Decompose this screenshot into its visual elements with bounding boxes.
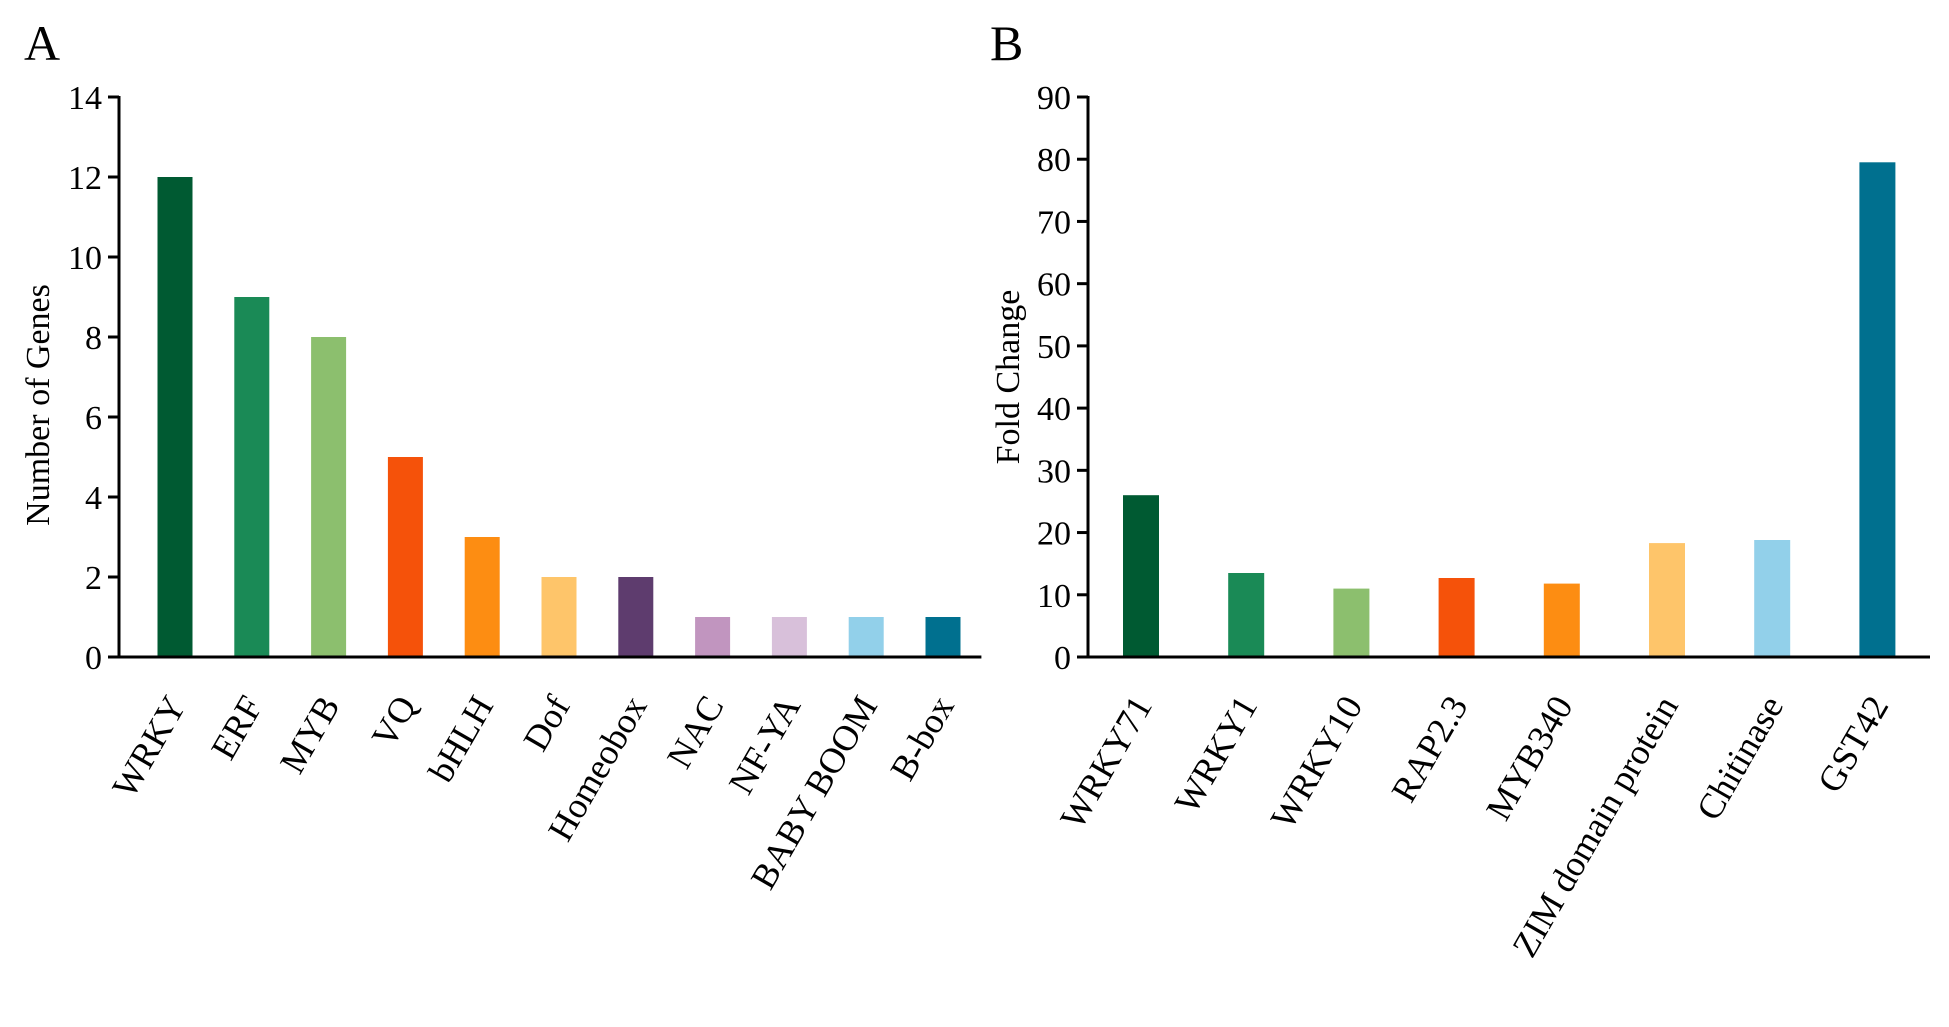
panel-a-category-label-1: ERF <box>203 689 271 766</box>
panel-b-category-label-1: WRKY1 <box>1166 689 1265 820</box>
panel-a-letter: A <box>24 15 60 71</box>
panel-a-bar-7 <box>695 617 731 657</box>
panel-a-y-tick-label-0: 0 <box>85 640 102 677</box>
panel-b-category-label-3: RAP2.3 <box>1383 689 1475 809</box>
panel-a-y-tick-label-4: 8 <box>85 320 102 357</box>
panel-b-letter: B <box>990 15 1023 71</box>
panel-b-y-tick-label-1: 10 <box>1037 578 1071 615</box>
panel-a-category-label-10: B-box <box>882 689 962 787</box>
panel-a-bar-8 <box>771 617 807 657</box>
panel-a-bar-1 <box>234 297 270 657</box>
panel-b-y-tick-label-6: 60 <box>1037 267 1071 304</box>
panel-b-category-label-6: Chitinase <box>1688 689 1791 827</box>
panel-a-bar-5 <box>541 577 577 657</box>
panel-a-category-label-0: WRKY <box>104 689 194 804</box>
panel-a-category-label-2: MYB <box>272 689 348 780</box>
panel-b-bar-1 <box>1228 573 1265 657</box>
panel-a-bar-10 <box>925 617 961 657</box>
panel-b-y-tick-label-9: 90 <box>1037 80 1071 117</box>
panel-b-bar-3 <box>1438 578 1475 657</box>
panel-b-bar-0 <box>1123 495 1159 657</box>
panel-b-y-tick-label-5: 50 <box>1037 329 1071 366</box>
panel-a-bar-0 <box>157 177 193 657</box>
panel-a-category-label-4: bHLH <box>420 689 501 789</box>
panel-b-y-tick-label-3: 30 <box>1037 453 1071 490</box>
panel-b-y-tick-label-2: 20 <box>1037 516 1071 553</box>
panel-a-bar-9 <box>848 617 884 657</box>
panel-a-bar-3 <box>387 457 423 657</box>
panel-a-y-tick-label-3: 6 <box>85 400 102 437</box>
panel-b-y-tick-label-0: 0 <box>1054 640 1071 677</box>
panel-b-y-tick-label-4: 40 <box>1037 391 1071 428</box>
panel-a-y-tick-label-7: 14 <box>68 80 102 117</box>
panel-b-bar-7 <box>1859 162 1896 658</box>
panel-a-category-label-7: NAC <box>659 689 732 775</box>
panel-a-bar-4 <box>464 537 500 657</box>
panel-a: A Number of Genes 0 2 4 6 8 10 12 14 WRKY ERF MYB V… <box>20 15 982 896</box>
panel-a-bar-2 <box>311 337 347 657</box>
panel-b-bar-5 <box>1649 543 1685 657</box>
panel-b-bar-4 <box>1543 583 1580 657</box>
panel-a-bar-6 <box>618 577 654 657</box>
panel-a-category-label-3: VQ <box>364 689 425 754</box>
panel-a-y-tick-label-5: 10 <box>68 240 102 277</box>
panel-b-y-tick-label-7: 70 <box>1037 204 1071 241</box>
panel-b-category-label-0: WRKY71 <box>1052 689 1160 835</box>
panel-b-bar-6 <box>1754 540 1791 657</box>
panel-a-y-axis-title: Number of Genes <box>20 284 57 526</box>
panel-b-category-label-4: MYB340 <box>1478 689 1581 827</box>
panel-b-category-label-7: GST42 <box>1810 689 1897 799</box>
panel-b-y-axis-title: Fold Change <box>990 290 1027 465</box>
panel-a-y-tick-label-6: 12 <box>68 160 102 197</box>
panel-a-y-tick-label-1: 2 <box>85 560 102 597</box>
panel-b-bar-2 <box>1333 588 1370 657</box>
panel-a-y-tick-label-2: 4 <box>85 480 102 517</box>
panel-b-y-tick-label-8: 80 <box>1037 142 1071 179</box>
panel-a-category-label-5: Dof <box>515 689 578 757</box>
panel-b-category-label-2: WRKY10 <box>1263 689 1371 835</box>
